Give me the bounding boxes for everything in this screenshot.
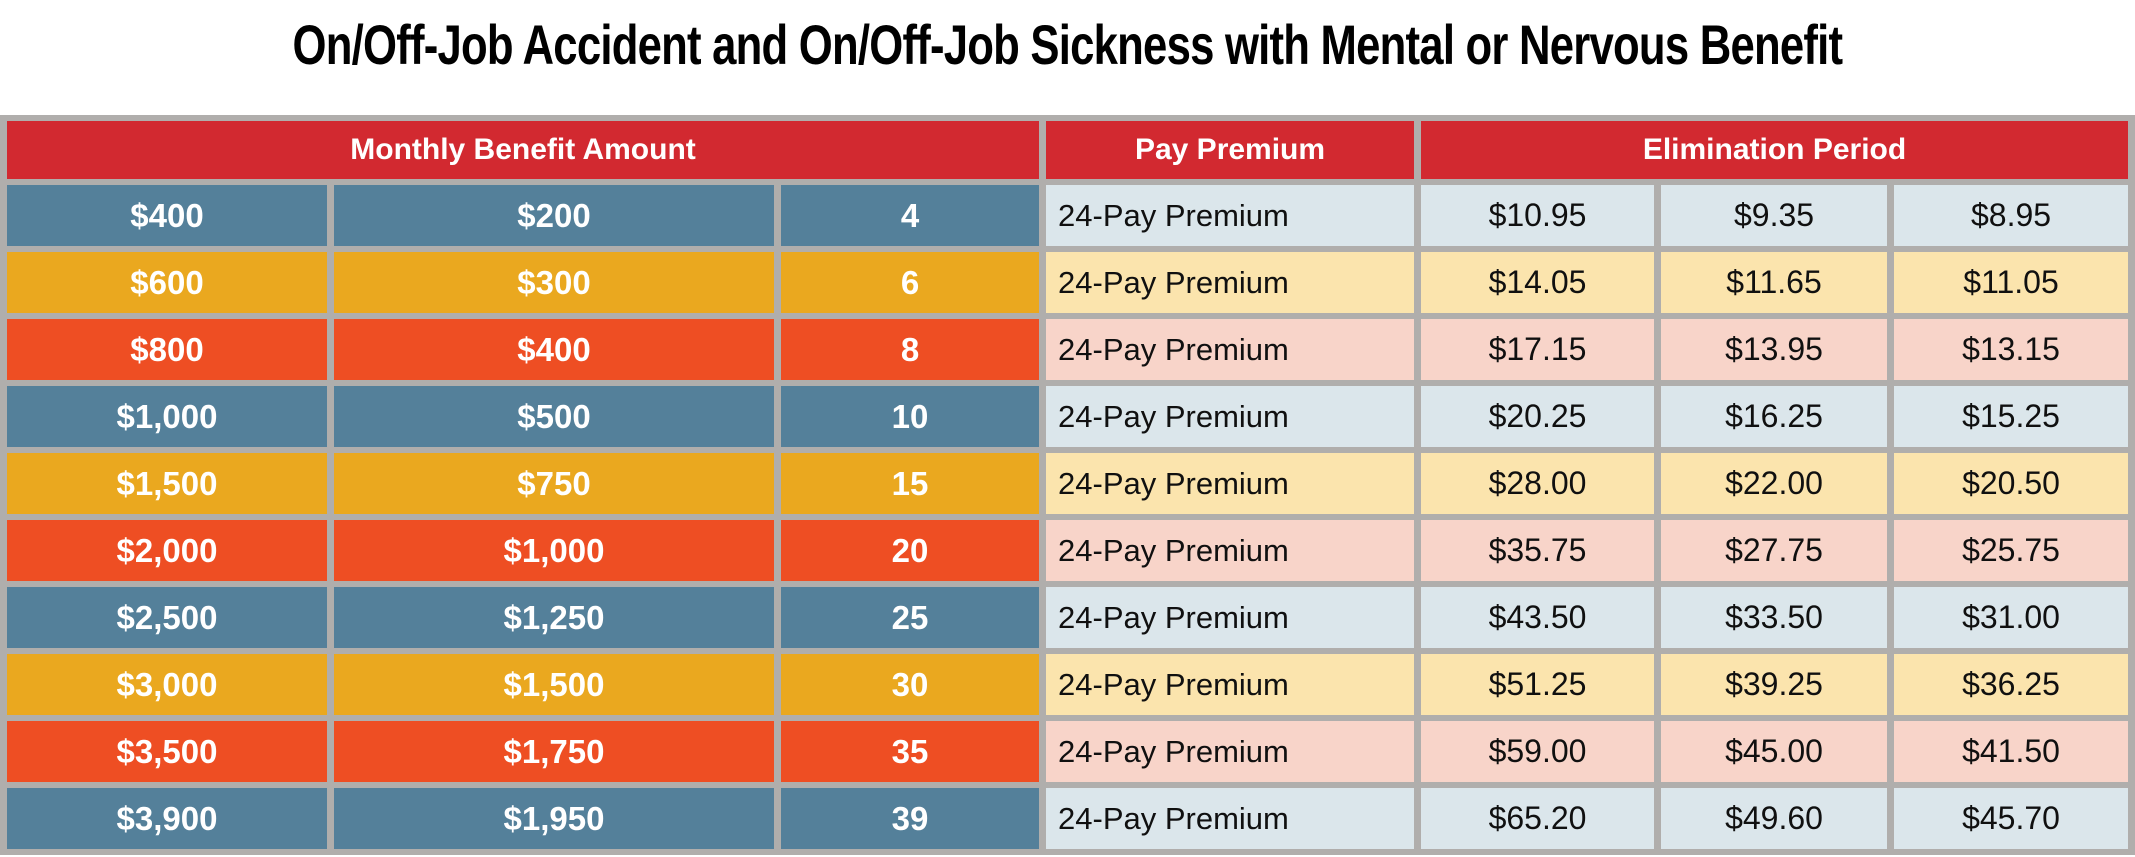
- benefit-amount-cell: $1,500: [7, 453, 327, 514]
- page-title: On/Off-Job Accident and On/Off-Job Sickn…: [0, 12, 2135, 78]
- benefit-amount-cell: $200: [334, 185, 774, 246]
- title-bar: On/Off-Job Accident and On/Off-Job Sickn…: [0, 0, 2135, 115]
- pay-premium-label-cell: 24-Pay Premium: [1046, 319, 1415, 380]
- premium-value-cell: $36.25: [1894, 654, 2129, 715]
- table-row: $2,000 $1,000 20 24-Pay Premium $35.75 $27.75…: [7, 520, 2129, 581]
- pay-premium-label-cell: 24-Pay Premium: [1046, 386, 1415, 447]
- benefit-amount-cell: 30: [781, 654, 1040, 715]
- benefit-amount-cell: $500: [334, 386, 774, 447]
- table-body: $400 $200 4 24-Pay Premium $10.95 $9.35 $8.95 $…: [7, 185, 2129, 849]
- benefit-amount-cell: 6: [781, 252, 1040, 313]
- premium-value-cell: $11.65: [1661, 252, 1888, 313]
- benefit-amount-cell: $1,000: [7, 386, 327, 447]
- benefit-amount-cell: 4: [781, 185, 1040, 246]
- pay-premium-label-cell: 24-Pay Premium: [1046, 520, 1415, 581]
- table-row: $800 $400 8 24-Pay Premium $17.15 $13.95 $13.1…: [7, 319, 2129, 380]
- benefit-amount-cell: $300: [334, 252, 774, 313]
- header-row: Monthly Benefit Amount Pay Premium Elimi…: [7, 121, 2129, 179]
- benefit-amount-cell: 20: [781, 520, 1040, 581]
- table-header: Monthly Benefit Amount Pay Premium Elimi…: [7, 121, 2129, 179]
- table-row: $400 $200 4 24-Pay Premium $10.95 $9.35 $8.95: [7, 185, 2129, 246]
- page-title-text: On/Off-Job Accident and On/Off-Job Sickn…: [292, 13, 1844, 76]
- premium-value-cell: $14.05: [1421, 252, 1655, 313]
- pay-premium-label-cell: 24-Pay Premium: [1046, 654, 1415, 715]
- benefit-amount-cell: $1,950: [334, 788, 774, 849]
- pay-premium-label-cell: 24-Pay Premium: [1046, 185, 1415, 246]
- header-pay-premium: Pay Premium: [1046, 121, 1415, 179]
- premium-value-cell: $9.35: [1661, 185, 1888, 246]
- table-frame: Monthly Benefit Amount Pay Premium Elimi…: [0, 115, 2135, 855]
- benefit-amount-cell: $2,500: [7, 587, 327, 648]
- benefit-amount-cell: $800: [7, 319, 327, 380]
- table-row: $3,000 $1,500 30 24-Pay Premium $51.25 $39.25…: [7, 654, 2129, 715]
- benefit-amount-cell: $1,750: [334, 721, 774, 782]
- premium-value-cell: $11.05: [1894, 252, 2129, 313]
- pay-premium-label-cell: 24-Pay Premium: [1046, 453, 1415, 514]
- table-row: $600 $300 6 24-Pay Premium $14.05 $11.65 $11.0…: [7, 252, 2129, 313]
- table-row: $1,500 $750 15 24-Pay Premium $28.00 $22.00 $2…: [7, 453, 2129, 514]
- benefit-amount-cell: $3,900: [7, 788, 327, 849]
- premium-value-cell: $49.60: [1661, 788, 1888, 849]
- table-row: $2,500 $1,250 25 24-Pay Premium $43.50 $33.50…: [7, 587, 2129, 648]
- table-row: $3,900 $1,950 39 24-Pay Premium $65.20 $49.60…: [7, 788, 2129, 849]
- premium-value-cell: $10.95: [1421, 185, 1655, 246]
- premium-value-cell: $13.95: [1661, 319, 1888, 380]
- pay-premium-label-cell: 24-Pay Premium: [1046, 788, 1415, 849]
- benefit-amount-cell: 35: [781, 721, 1040, 782]
- benefit-amount-cell: 15: [781, 453, 1040, 514]
- premium-value-cell: $17.15: [1421, 319, 1655, 380]
- premium-value-cell: $43.50: [1421, 587, 1655, 648]
- benefit-amount-cell: 8: [781, 319, 1040, 380]
- benefit-amount-cell: $3,500: [7, 721, 327, 782]
- premium-value-cell: $15.25: [1894, 386, 2129, 447]
- premium-value-cell: $39.25: [1661, 654, 1888, 715]
- benefit-amount-cell: $1,500: [334, 654, 774, 715]
- premium-value-cell: $51.25: [1421, 654, 1655, 715]
- premium-value-cell: $59.00: [1421, 721, 1655, 782]
- premium-value-cell: $8.95: [1894, 185, 2129, 246]
- benefit-amount-cell: $1,250: [334, 587, 774, 648]
- premium-value-cell: $20.25: [1421, 386, 1655, 447]
- benefit-amount-cell: $400: [7, 185, 327, 246]
- premium-value-cell: $41.50: [1894, 721, 2129, 782]
- premium-value-cell: $45.70: [1894, 788, 2129, 849]
- table-row: $3,500 $1,750 35 24-Pay Premium $59.00 $45.00…: [7, 721, 2129, 782]
- rate-table: Monthly Benefit Amount Pay Premium Elimi…: [0, 115, 2135, 855]
- premium-value-cell: $45.00: [1661, 721, 1888, 782]
- premium-value-cell: $13.15: [1894, 319, 2129, 380]
- premium-value-cell: $20.50: [1894, 453, 2129, 514]
- table-row: $1,000 $500 10 24-Pay Premium $20.25 $16.25 $1…: [7, 386, 2129, 447]
- benefit-amount-cell: $750: [334, 453, 774, 514]
- benefit-amount-cell: $400: [334, 319, 774, 380]
- premium-value-cell: $33.50: [1661, 587, 1888, 648]
- pay-premium-label-cell: 24-Pay Premium: [1046, 252, 1415, 313]
- benefit-amount-cell: $2,000: [7, 520, 327, 581]
- header-monthly-benefit-amount: Monthly Benefit Amount: [7, 121, 1040, 179]
- benefit-amount-cell: 25: [781, 587, 1040, 648]
- premium-value-cell: $31.00: [1894, 587, 2129, 648]
- premium-value-cell: $22.00: [1661, 453, 1888, 514]
- pay-premium-label-cell: 24-Pay Premium: [1046, 721, 1415, 782]
- premium-value-cell: $27.75: [1661, 520, 1888, 581]
- premium-value-cell: $35.75: [1421, 520, 1655, 581]
- premium-value-cell: $25.75: [1894, 520, 2129, 581]
- benefit-amount-cell: $600: [7, 252, 327, 313]
- premium-value-cell: $16.25: [1661, 386, 1888, 447]
- benefit-amount-cell: 39: [781, 788, 1040, 849]
- premium-value-cell: $28.00: [1421, 453, 1655, 514]
- benefit-amount-cell: 10: [781, 386, 1040, 447]
- header-elimination-period: Elimination Period: [1421, 121, 2129, 179]
- benefit-amount-cell: $1,000: [334, 520, 774, 581]
- pay-premium-label-cell: 24-Pay Premium: [1046, 587, 1415, 648]
- premium-value-cell: $65.20: [1421, 788, 1655, 849]
- benefit-amount-cell: $3,000: [7, 654, 327, 715]
